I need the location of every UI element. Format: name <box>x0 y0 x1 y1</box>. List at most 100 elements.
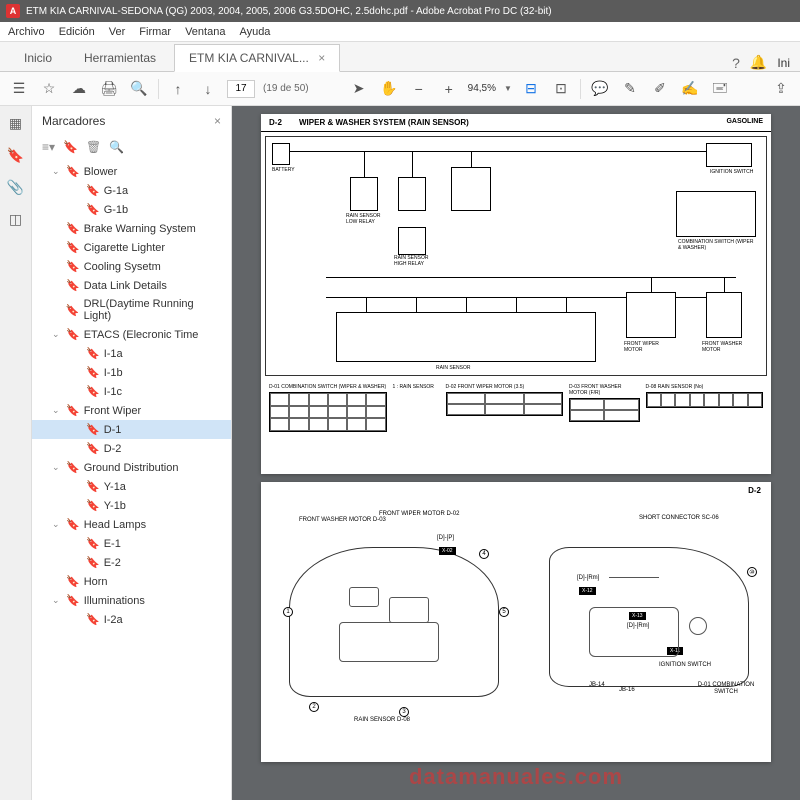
bookmark-item[interactable]: 🔖Horn <box>32 572 231 591</box>
bookmark-item[interactable]: 🔖G-1b <box>32 200 231 219</box>
bookmark-item[interactable]: ⌄🔖Illuminations <box>32 591 231 610</box>
tab-inicio[interactable]: Inicio <box>10 45 66 71</box>
cloud-icon[interactable]: ☁ <box>68 78 90 100</box>
sidebar-toggle-icon[interactable]: ☰ <box>8 78 30 100</box>
rain-relay-label: RAIN SENSOR LOW RELAY <box>346 213 382 225</box>
bookmark-item[interactable]: 🔖D-2 <box>32 439 231 458</box>
washer-motor-label: FRONT WASHER MOTOR D-03 <box>299 517 386 524</box>
bookmark-label: Y-1a <box>104 481 126 493</box>
bookmark-icon: 🔖 <box>86 480 100 493</box>
zoom-level[interactable]: 94,5% <box>468 83 496 94</box>
bookmark-item[interactable]: ⌄🔖Head Lamps <box>32 515 231 534</box>
stamp-icon[interactable]: 🖃 <box>709 78 731 100</box>
chevron-icon[interactable]: ⌄ <box>52 405 62 416</box>
title-bar: A ETM KIA CARNIVAL-SEDONA (QG) 2003, 200… <box>0 0 800 22</box>
menu-ver[interactable]: Ver <box>109 26 126 38</box>
print-icon[interactable]: 🖨 <box>98 78 120 100</box>
right-inicio[interactable]: Ini <box>777 56 790 70</box>
attachments-icon[interactable]: 📎 <box>7 178 25 196</box>
bookmark-item[interactable]: 🔖Cigarette Lighter <box>32 238 231 257</box>
pdf-page-2: D-2 FRONT WASHER MOTOR D-03 FRONT WIPER … <box>261 482 771 762</box>
zoom-chevron-icon[interactable]: ▼ <box>504 84 512 93</box>
bookmark-icon: 🔖 <box>86 556 100 569</box>
bell-icon[interactable]: 🔔 <box>750 54 767 71</box>
bookmark-label: Ground Distribution <box>84 462 179 474</box>
zoom-in-icon[interactable]: + <box>438 78 460 100</box>
bookmark-item[interactable]: 🔖E-2 <box>32 553 231 572</box>
help-icon[interactable]: ? <box>732 55 740 71</box>
share-icon[interactable]: ⇪ <box>770 78 792 100</box>
bookmark-label: Front Wiper <box>84 405 141 417</box>
menu-firmar[interactable]: Firmar <box>139 26 171 38</box>
chevron-icon[interactable]: ⌄ <box>52 329 62 340</box>
menu-ventana[interactable]: Ventana <box>185 26 225 38</box>
tag-x02: X-02 <box>439 547 456 555</box>
page1-title: WIPER & WASHER SYSTEM (RAIN SENSOR) <box>299 118 726 127</box>
hand-icon[interactable]: ✋ <box>378 78 400 100</box>
bookmark-item[interactable]: 🔖G-1a <box>32 181 231 200</box>
page-up-icon[interactable]: ↑ <box>167 78 189 100</box>
bookmark-item[interactable]: 🔖D-1 <box>32 420 231 439</box>
bookmark-item[interactable]: 🔖Cooling Sysetm <box>32 257 231 276</box>
bookmark-icon: 🔖 <box>66 328 80 341</box>
bookmarks-menu-icon[interactable]: ≡▾ <box>42 140 55 154</box>
jb16-label: JB-16 <box>619 687 635 694</box>
tab-document[interactable]: ETM KIA CARNIVAL... × <box>174 44 340 72</box>
bookmark-item[interactable]: ⌄🔖ETACS (Elecronic Time <box>32 325 231 344</box>
bookmark-label: Head Lamps <box>84 519 146 531</box>
conn1-grid <box>269 392 387 432</box>
high-relay-box <box>398 177 426 211</box>
sensor-box <box>451 167 491 211</box>
thumbnails-icon[interactable]: ▦ <box>7 114 25 132</box>
fit-width-icon[interactable]: ⊟ <box>520 78 542 100</box>
zoom-out-icon[interactable]: − <box>408 78 430 100</box>
chevron-icon[interactable]: ⌄ <box>52 462 62 473</box>
bookmark-label: Brake Warning System <box>84 223 196 235</box>
chevron-icon[interactable]: ⌄ <box>52 595 62 606</box>
bookmarks-new-icon[interactable]: 🔖 <box>63 140 78 154</box>
bookmarks-delete-icon[interactable]: 🗑 <box>86 140 101 154</box>
pointer-icon[interactable]: ➤ <box>348 78 370 100</box>
bookmark-item[interactable]: 🔖I-1a <box>32 344 231 363</box>
bookmark-item[interactable]: 🔖I-2a <box>32 610 231 629</box>
tab-close-icon[interactable]: × <box>318 51 325 65</box>
bookmarks-find-icon[interactable]: 🔍 <box>109 140 124 154</box>
bookmark-item[interactable]: 🔖I-1c <box>32 382 231 401</box>
comment-icon[interactable]: 💬 <box>589 78 611 100</box>
bookmark-item[interactable]: 🔖Brake Warning System <box>32 219 231 238</box>
bookmark-item[interactable]: ⌄🔖Ground Distribution <box>32 458 231 477</box>
bookmark-item[interactable]: 🔖I-1b <box>32 363 231 382</box>
tab-herramientas[interactable]: Herramientas <box>70 45 170 71</box>
bookmarks-icon[interactable]: 🔖 <box>7 146 25 164</box>
bookmark-item[interactable]: 🔖 Y-1a <box>32 477 231 496</box>
watermark: datamanuales.com <box>409 764 623 790</box>
conn4-label: D-03 FRONT WASHER MOTOR (F/R) <box>569 384 640 396</box>
star-icon[interactable]: ☆ <box>38 78 60 100</box>
bookmark-item[interactable]: 🔖Data Link Details <box>32 276 231 295</box>
sign-icon[interactable]: ✍ <box>679 78 701 100</box>
edit-icon[interactable]: ✎ <box>619 78 641 100</box>
menu-edicion[interactable]: Edición <box>59 26 95 38</box>
chevron-icon[interactable]: ⌄ <box>52 519 62 530</box>
bookmarks-panel: Marcadores × ≡▾ 🔖 🗑 🔍 ⌄🔖Blower🔖G-1a🔖G-1b… <box>32 106 232 800</box>
bookmark-item[interactable]: 🔖Y-1b <box>32 496 231 515</box>
callout-1: 1 <box>283 607 293 617</box>
chevron-icon[interactable]: ⌄ <box>52 166 62 177</box>
highlight-icon[interactable]: ✐ <box>649 78 671 100</box>
bookmark-item[interactable]: 🔖E-1 <box>32 534 231 553</box>
bookmark-item[interactable]: 🔖DRL(Daytime Running Light) <box>32 295 231 325</box>
document-viewport[interactable]: D-2 WIPER & WASHER SYSTEM (RAIN SENSOR) … <box>232 106 800 800</box>
search-icon[interactable]: 🔍 <box>128 78 150 100</box>
connector-diagrams: D-01 COMBINATION SWITCH (WIPER & WASHER)… <box>261 380 771 436</box>
fit-page-icon[interactable]: ⊡ <box>550 78 572 100</box>
page-down-icon[interactable]: ↓ <box>197 78 219 100</box>
callout-4: 4 <box>479 549 489 559</box>
bookmark-item[interactable]: ⌄🔖Blower <box>32 162 231 181</box>
bookmark-item[interactable]: ⌄🔖Front Wiper <box>32 401 231 420</box>
bookmarks-close-icon[interactable]: × <box>214 114 221 128</box>
tab-bar: Inicio Herramientas ETM KIA CARNIVAL... … <box>0 42 800 72</box>
menu-archivo[interactable]: Archivo <box>8 26 45 38</box>
page-number-input[interactable] <box>227 80 255 98</box>
menu-ayuda[interactable]: Ayuda <box>239 26 270 38</box>
layers-icon[interactable]: ◫ <box>7 210 25 228</box>
